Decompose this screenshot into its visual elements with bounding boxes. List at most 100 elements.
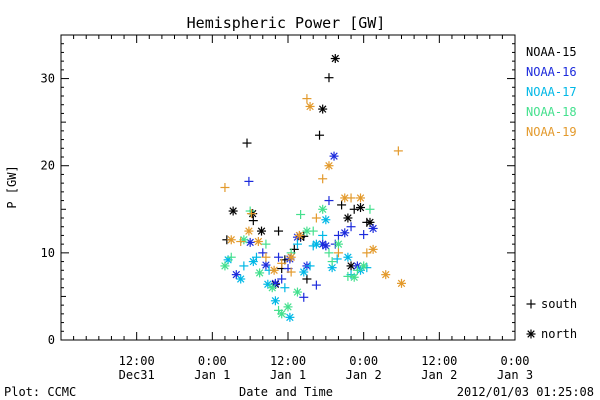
y-tick-label: 20 [41, 159, 55, 173]
data-point-north [285, 312, 295, 322]
data-point-south [226, 252, 236, 262]
data-point-south [324, 73, 334, 83]
data-point-north [359, 261, 369, 271]
data-point-south [346, 222, 356, 232]
data-point-north [299, 267, 309, 277]
data-point-south [365, 204, 375, 214]
x-tick-label-date: Jan 1 [270, 368, 306, 382]
x-tick-label-date: Jan 2 [421, 368, 457, 382]
data-point-south [333, 248, 343, 258]
data-point-south [305, 261, 315, 271]
data-point-north [311, 239, 321, 249]
data-point-south [327, 257, 337, 267]
x-tick-label-time: 0:00 [501, 354, 530, 368]
data-point-south [311, 213, 321, 223]
plot-credit: Plot: CCMC [4, 385, 76, 399]
data-point-south [277, 258, 287, 268]
data-point-south [311, 280, 321, 290]
data-point-north [343, 252, 353, 262]
legend-south-marker [526, 299, 536, 309]
data-point-south [242, 138, 252, 148]
data-point-north [318, 204, 328, 214]
data-point-north [228, 206, 238, 216]
data-point-south [393, 146, 403, 156]
data-point-north [244, 226, 254, 236]
data-point-north [261, 260, 271, 270]
data-point-south [274, 252, 284, 262]
data-point-north [368, 223, 378, 233]
data-point-north [292, 287, 302, 297]
data-point-south [352, 265, 362, 275]
x-tick-label-date: Jan 1 [194, 368, 230, 382]
x-tick-label-time: 12:00 [119, 354, 155, 368]
data-point-south [318, 230, 328, 240]
plot-timestamp: 2012/01/03 01:25:08 [457, 385, 594, 399]
data-point-south [261, 252, 271, 262]
data-point-north [226, 235, 236, 245]
data-point-south [359, 230, 369, 240]
data-point-north [267, 283, 277, 293]
data-point-south [236, 237, 246, 247]
data-point-north [277, 309, 287, 319]
y-tick-label: 10 [41, 246, 55, 260]
legend-series-label: NOAA-19 [526, 125, 577, 139]
data-point-north [257, 226, 267, 236]
data-point-north [333, 239, 343, 249]
data-point-north [294, 230, 304, 240]
data-point-north [253, 237, 263, 247]
data-point-south [337, 200, 347, 210]
data-point-north [321, 241, 331, 251]
x-tick-label-time: 0:00 [349, 354, 378, 368]
data-point-south [246, 209, 256, 219]
data-point-north [255, 268, 265, 278]
y-tick-label: 30 [41, 72, 55, 86]
legend-marker-label: south [541, 297, 577, 311]
data-point-south [318, 174, 328, 184]
data-point-north [236, 274, 246, 284]
data-point-south [324, 196, 334, 206]
y-axis-ticks: 0 10 20 30 [41, 34, 515, 347]
data-point-north [330, 54, 340, 64]
data-point-south [292, 239, 302, 249]
data-point-north [263, 279, 273, 289]
data-point-north [340, 193, 350, 203]
y-axis-label: P [GW] [5, 165, 19, 208]
data-points [220, 54, 406, 322]
data-point-south [261, 239, 271, 249]
data-point-north [397, 278, 406, 288]
data-point-north [368, 244, 378, 254]
data-point-north [356, 203, 366, 213]
data-point-north [356, 193, 366, 203]
data-point-north [220, 261, 230, 271]
data-point-south [248, 216, 258, 226]
data-point-south [220, 183, 230, 192]
data-point-north [349, 272, 359, 282]
x-tick-label-date: Jan 3 [497, 368, 533, 382]
data-point-south [332, 254, 342, 264]
data-point-south [324, 248, 334, 258]
data-point-south [343, 271, 353, 281]
data-point-north [318, 104, 328, 114]
data-point-south [302, 94, 312, 104]
x-tick-label-date: Jan 2 [346, 368, 382, 382]
chart-title: Hemispheric Power [GW] [187, 14, 386, 32]
legend-north-marker [526, 329, 536, 339]
data-point-north [270, 278, 280, 288]
data-point-north [381, 270, 391, 280]
legend-series-label: NOAA-16 [526, 65, 577, 79]
x-tick-label-time: 12:00 [270, 354, 306, 368]
data-point-north [269, 265, 279, 275]
data-point-north [321, 215, 331, 225]
data-point-north [302, 226, 312, 236]
data-point-south [315, 130, 325, 140]
data-point-north [343, 213, 353, 223]
data-point-north [324, 161, 334, 171]
data-point-south [296, 210, 306, 220]
data-point-south [362, 248, 372, 258]
x-tick-label-time: 12:00 [421, 354, 457, 368]
data-point-south [277, 274, 287, 284]
y-tick-label: 0 [48, 333, 55, 347]
